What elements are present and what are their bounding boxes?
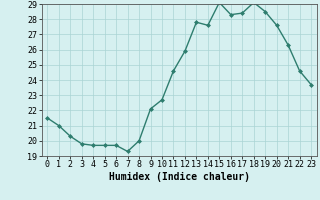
- X-axis label: Humidex (Indice chaleur): Humidex (Indice chaleur): [109, 172, 250, 182]
